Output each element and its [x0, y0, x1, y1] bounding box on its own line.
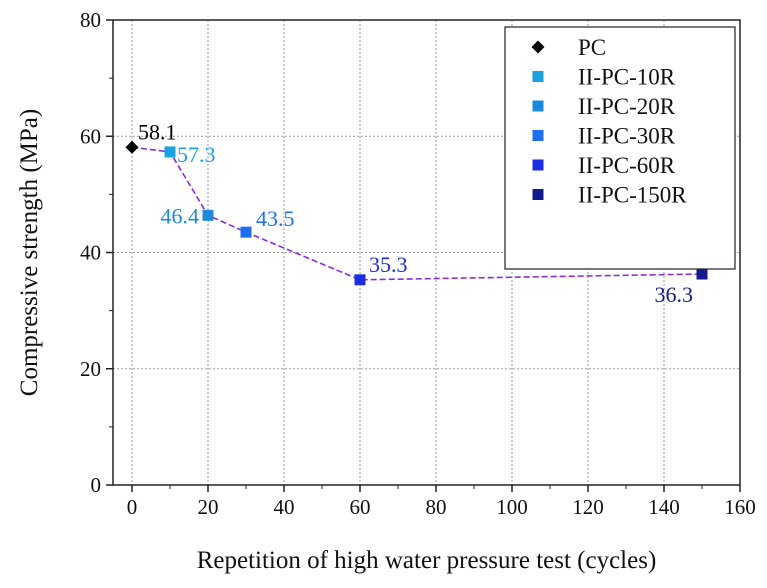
- data-label: 58.1: [138, 119, 177, 144]
- legend-marker: [532, 71, 544, 82]
- data-label: 36.3: [655, 282, 694, 307]
- y-tick-label: 80: [80, 8, 101, 32]
- data-label: 43.5: [256, 206, 295, 231]
- legend-label: PC: [578, 35, 606, 60]
- data-label: 35.3: [369, 252, 408, 277]
- series-line: [131, 146, 703, 281]
- x-tick-label: 20: [198, 495, 219, 519]
- x-tick-label: 100: [496, 495, 528, 519]
- legend-label: II-PC-20R: [578, 94, 676, 119]
- data-label: 46.4: [161, 203, 200, 228]
- x-tick-label: 0: [127, 495, 138, 519]
- marker-ii-pc-150r: [696, 268, 708, 280]
- y-axis-title: Compressive strength (MPa): [16, 109, 43, 396]
- y-tick-label: 60: [80, 124, 101, 148]
- marker-ii-pc-20r: [202, 209, 214, 221]
- marker-ii-pc-30r: [240, 226, 252, 238]
- marker-ii-pc-10r: [164, 146, 176, 158]
- legend-box: [504, 26, 736, 270]
- legend-label: II-PC-30R: [578, 124, 676, 149]
- marker-ii-pc-60r: [354, 274, 366, 286]
- legend-marker: [531, 40, 545, 54]
- y-tick-label: 0: [91, 473, 102, 497]
- legend-label: II-PC-10R: [578, 65, 676, 90]
- data-label: 57.3: [177, 142, 216, 167]
- y-tick-label: 20: [80, 357, 101, 381]
- legend-marker: [532, 159, 544, 171]
- legend-marker: [532, 100, 544, 112]
- x-tick-label: 80: [426, 495, 447, 519]
- x-tick-label: 40: [274, 495, 295, 519]
- marker-pc: [125, 140, 139, 154]
- series-layer: 58.157.3 46.4 43.5 35.3 36.3: [125, 119, 708, 307]
- x-tick-label: 60: [350, 495, 371, 519]
- axes-layer: 0 20 40 60 80 100 120 140 160 0 20 40 60 80: [80, 8, 756, 519]
- legend-marker: [532, 130, 544, 141]
- legend: PC II-PC-10R II-PC-20R II-PC-30R II-PC-60R II…: [504, 26, 736, 270]
- x-axis-title: Repetition of high water pressure test (…: [197, 547, 657, 574]
- x-tick-label: 120: [572, 495, 604, 519]
- x-tick-label: 160: [724, 495, 756, 519]
- legend-marker: [532, 189, 544, 200]
- legend-label: II-PC-150R: [578, 183, 687, 208]
- y-tick-label: 40: [80, 241, 101, 265]
- x-tick-label: 140: [648, 495, 680, 519]
- legend-label: II-PC-60R: [578, 153, 676, 178]
